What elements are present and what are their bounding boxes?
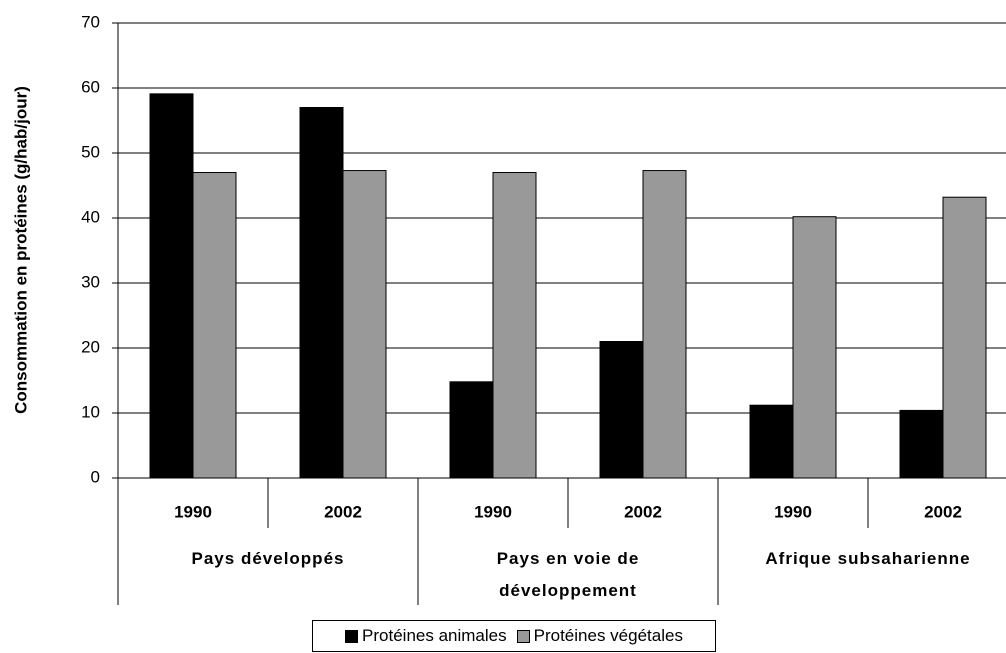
- legend-swatch: [345, 629, 359, 643]
- y-tick-label: 60: [81, 77, 100, 96]
- y-tick-label: 0: [91, 467, 100, 486]
- bar: [299, 107, 344, 479]
- y-axis-label: Consommation en protéines (g/hab/jour): [11, 86, 30, 414]
- y-tick-label: 10: [81, 402, 100, 421]
- x-tick-label: 1990: [474, 502, 512, 521]
- legend-item: Protéines végétales: [516, 626, 683, 646]
- bar: [749, 404, 794, 479]
- group-label: Afrique subsaharienne: [765, 549, 971, 568]
- legend-label: Protéines végétales: [533, 626, 683, 645]
- bar: [342, 170, 387, 479]
- x-tick-label: 1990: [774, 502, 812, 521]
- bar: [599, 341, 644, 479]
- bar: [149, 93, 194, 479]
- legend: Protéines animales Protéines végétales: [312, 620, 716, 652]
- bar: [942, 196, 987, 479]
- bar: [449, 381, 494, 479]
- x-tick-label: 2002: [624, 502, 662, 521]
- legend-label: Protéines animales: [362, 626, 507, 645]
- group-label: Pays en voie de développement: [496, 549, 640, 600]
- bar: [492, 172, 537, 479]
- bar: [192, 172, 237, 479]
- y-tick-label: 40: [81, 207, 100, 226]
- y-tick-label: 30: [81, 272, 100, 291]
- group-label: Pays développés: [191, 549, 345, 568]
- x-tick-label: 2002: [924, 502, 962, 521]
- y-tick-label: 70: [81, 12, 100, 31]
- x-tick-label: 2002: [324, 502, 362, 521]
- x-tick-label: 1990: [174, 502, 212, 521]
- bar: [899, 409, 944, 479]
- legend-item: Protéines animales: [345, 626, 507, 646]
- bar: [792, 216, 837, 479]
- y-tick-label: 50: [81, 142, 100, 161]
- y-tick-label: 20: [81, 337, 100, 356]
- legend-swatch: [516, 629, 530, 643]
- bar: [642, 170, 687, 479]
